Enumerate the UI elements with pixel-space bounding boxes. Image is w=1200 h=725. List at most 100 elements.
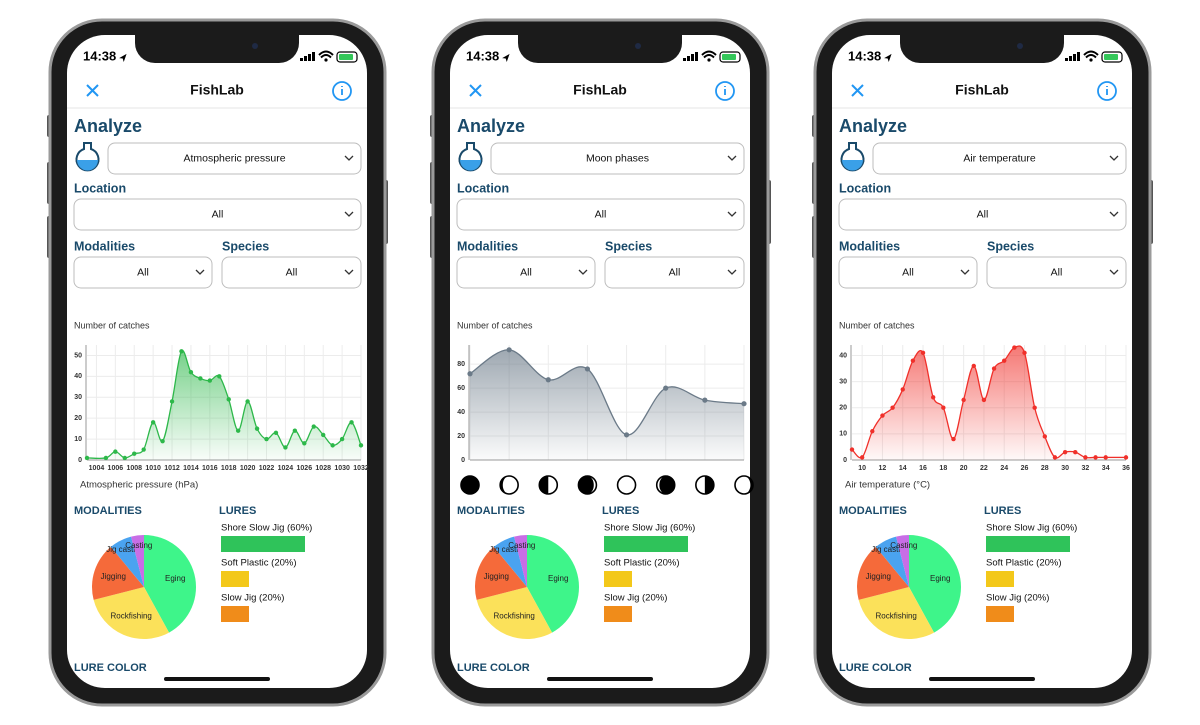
close-button[interactable] [86,84,99,97]
x-tick-label: 1014 [183,465,199,472]
pie-slice [91,546,144,600]
app-title: FishLab [955,82,1009,98]
modalities-title: MODALITIES [839,505,907,517]
x-axis-title: Air temperature (°C) [845,480,930,491]
point [890,405,895,410]
x-tick-label: 36 [1122,465,1130,472]
x-tick-label: 12 [879,465,887,472]
location-dropdown[interactable] [73,198,362,231]
heading: Analyze [74,116,142,136]
pie-label: Casting [890,541,917,550]
point [302,441,307,446]
point [1103,455,1108,460]
pie-label: Jig casting [106,545,144,554]
point [349,420,354,425]
y-tick-label: 10 [74,436,82,443]
signal-bar [687,56,690,61]
pie-slice [144,535,197,633]
signal-bar [1069,56,1072,61]
species-dropdown[interactable] [604,256,745,289]
chevron [960,269,970,275]
point [188,369,194,375]
factor-dropdown[interactable] [872,142,1127,175]
y-axis-title: Number of catches [74,320,150,330]
point [103,455,109,461]
pie-label: Eging [930,574,950,583]
info-button[interactable] [715,81,735,101]
location-dropdown-value: All [212,208,224,220]
lure-label: Soft Plastic (20%) [221,558,297,569]
point [339,436,345,442]
location-arrow [884,53,892,62]
modalities-dropdown[interactable] [838,256,978,289]
signal-bar [300,58,303,61]
species-dropdown[interactable] [986,256,1127,289]
pie-label: Jigging [101,572,126,581]
battery-level [1104,54,1118,60]
y-tick-label: 20 [839,405,847,412]
x-tick-label: 1018 [221,465,237,472]
info-button[interactable] [1097,81,1117,101]
battery-level [339,54,353,60]
pie-slice [896,535,909,587]
pie-label: Rockfishing [876,612,917,621]
pie-label: Casting [125,541,152,550]
lure-bar [986,571,1014,587]
x-tick-label: 1010 [145,465,161,472]
point [991,366,997,371]
modalities-dropdown[interactable] [73,256,213,289]
x-tick-label: 1004 [89,465,105,472]
factor-dropdown[interactable] [490,142,745,175]
location-arrow [502,53,510,62]
app-title: FishLab [573,82,627,98]
y-tick-label: 40 [457,409,465,416]
point [264,436,269,442]
close-button[interactable] [851,84,864,97]
phone: 14:38 FishLab Analyze Air temperature Locati… [812,18,1153,707]
factor-dropdown[interactable] [107,142,362,175]
point [160,438,165,444]
point [971,363,976,369]
y-tick-label: 50 [74,352,82,359]
pie-slice [474,546,527,600]
x-tick-label: 22 [980,465,988,472]
point [207,378,213,383]
close-button[interactable] [469,84,482,97]
y-tick-label: 0 [461,457,465,464]
pie-slice [875,536,909,587]
species-dropdown[interactable] [221,256,362,289]
point [292,428,298,433]
location-dropdown[interactable] [456,198,745,231]
info-button[interactable] [332,81,352,101]
x-tick-label: 1032 [353,465,369,472]
point [930,395,936,400]
y-tick-label: 0 [78,457,82,464]
status-time: 14:38 [466,48,499,63]
app-title: FishLab [190,82,244,98]
point [321,432,326,438]
point [179,349,184,354]
wifi-icon [701,50,717,59]
modalities-dropdown-value: All [137,266,149,278]
species-label: Species [222,239,269,253]
point [235,428,241,433]
pie-label: Eging [548,574,568,583]
lure-label: Shore Slow Jig (60%) [986,523,1077,534]
x-tick-label: 1022 [259,465,275,472]
modalities-title: MODALITIES [457,505,525,517]
x-tick-label: 18 [939,465,947,472]
chevron [344,155,354,161]
home-indicator [547,677,653,681]
modalities-dropdown[interactable] [456,256,596,289]
point [545,377,551,383]
point [506,347,512,353]
location-dropdown[interactable] [838,198,1127,231]
modalities-label: Modalities [457,239,518,253]
lures-title: LURES [602,505,639,517]
lure-label: Soft Plastic (20%) [604,558,680,569]
chevron [1109,155,1119,161]
pie-slice [514,535,527,587]
screen [67,35,367,688]
lure-bar [986,606,1014,622]
